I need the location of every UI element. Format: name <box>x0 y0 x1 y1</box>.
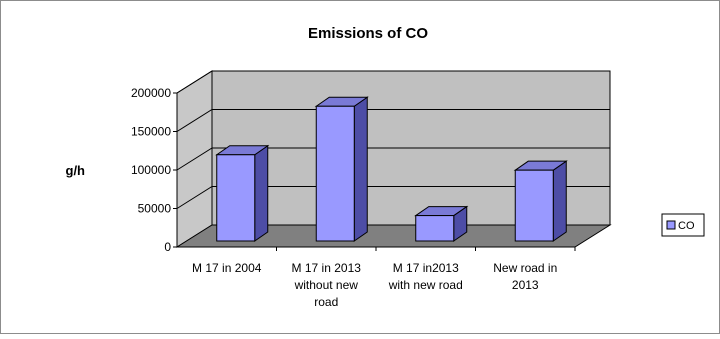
bar <box>315 105 355 242</box>
y-tick-label: 100000 <box>131 163 171 177</box>
gridline <box>176 147 610 171</box>
legend-label: CO <box>678 220 695 232</box>
y-axis-label: g/h <box>66 163 86 178</box>
legend: CO <box>661 213 705 237</box>
y-tick-label: 50000 <box>138 202 172 216</box>
x-tick-label: New road in 2013 <box>493 261 557 292</box>
gridline <box>176 109 610 132</box>
y-tick-label: 0 <box>164 240 171 254</box>
gridline <box>176 186 610 209</box>
bar-side <box>254 144 269 242</box>
x-tick-label: M 17 in2013 with new road <box>388 261 463 292</box>
plot-area: 0 50000 100000 150000 200000 M 17 in 2004 M 17… <box>131 70 612 309</box>
x-tick-label: M 17 in 2004 <box>192 261 262 275</box>
gridline <box>176 70 610 94</box>
bar <box>216 154 256 242</box>
chart-title: Emissions of CO <box>308 25 428 42</box>
legend-box <box>661 213 705 237</box>
y-tick-label: 150000 <box>131 125 171 139</box>
y-tick-label: 200000 <box>131 86 171 100</box>
bar <box>415 215 455 242</box>
bar-side <box>552 160 567 242</box>
x-tick-label: M 17 in 2013 without new road <box>292 261 362 309</box>
legend-swatch <box>666 220 676 230</box>
bar-side <box>353 96 368 242</box>
bar <box>514 169 554 242</box>
